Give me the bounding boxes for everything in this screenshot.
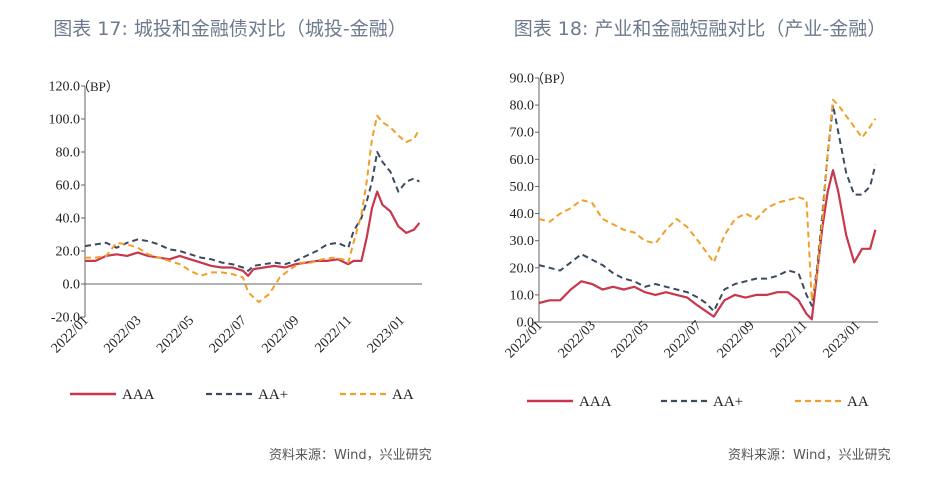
y-tick-label: 0.0 — [63, 278, 81, 293]
unit-label: （BP） — [77, 79, 119, 94]
legend: AAA AA+ AA — [70, 387, 414, 403]
x-tick-label: 2022/11 — [768, 318, 811, 361]
y-tick-label: 80.0 — [510, 99, 535, 114]
x-tick-label: 2022/07 — [662, 318, 705, 361]
source-note: 资料来源：Wind，兴业研究 — [728, 448, 891, 463]
source-note: 资料来源：Wind，兴业研究 — [269, 448, 432, 463]
x-tick-label: 2023/01 — [821, 318, 864, 361]
series-line-aa-plus — [538, 104, 877, 313]
y-tick-label: 60.0 — [56, 179, 81, 194]
x-tick-label: 2022/05 — [609, 318, 652, 361]
x-tick-label: 2022/09 — [715, 318, 758, 361]
x-tick-label: 2022/03 — [556, 318, 599, 361]
series-line-aa-plus — [84, 151, 420, 272]
x-tick-label: 2022/11 — [312, 313, 355, 356]
legend-label: AA — [392, 387, 414, 403]
chart-title: 图表 18: 产业和金融短融对比（产业-金融） — [513, 18, 887, 40]
x-tick-label: 2022/07 — [207, 313, 250, 356]
y-tick-label: 100.0 — [49, 113, 81, 128]
line-chart-industrial-vs-financial: 90.0 80.0 70.0 60.0 50.0 40.0 30.0 20.0 10.0 0.0 （… — [503, 71, 878, 410]
chart-title: 图表 17: 城投和金融债对比（城投-金融） — [53, 18, 407, 40]
series-line-aaa — [538, 169, 877, 321]
line-chart-city-investment-vs-financial: 120.0 100.0 80.0 60.0 40.0 20.0 0.0 -20.0 （BP） 20… — [49, 79, 422, 403]
series-line-aaa — [85, 190, 421, 277]
y-tick-label: -20.0 — [51, 311, 80, 326]
x-tick-label: 2023/01 — [365, 313, 408, 356]
legend-label: AA — [847, 394, 869, 410]
y-tick-label: 70.0 — [510, 126, 535, 141]
y-tick-label: 40.0 — [56, 212, 81, 227]
unit-label: （BP） — [531, 71, 573, 86]
plot-area: 90.0 80.0 70.0 60.0 50.0 40.0 30.0 20.0 10.0 0.0 （… — [503, 71, 878, 361]
legend-label: AAA — [579, 394, 612, 410]
y-tick-label: 80.0 — [56, 146, 81, 161]
y-tick-label: 40.0 — [510, 207, 535, 222]
chart-panel-right: 图表 18: 产业和金融短融对比（产业-金融） 90.0 80.0 70.0 60.0… — [470, 0, 930, 480]
legend: AAA AA+ AA — [527, 394, 869, 410]
y-tick-label: 120.0 — [49, 80, 81, 95]
y-tick-label: 10.0 — [510, 288, 535, 303]
series-line-aa — [85, 114, 421, 304]
y-tick-label: 30.0 — [510, 234, 535, 249]
y-tick-label: 20.0 — [510, 261, 535, 276]
series-line-aa — [538, 98, 877, 302]
y-tick-label: 20.0 — [56, 245, 81, 260]
y-tick-label: 90.0 — [510, 72, 535, 87]
legend-label: AA+ — [258, 387, 288, 403]
y-tick-label: 60.0 — [510, 153, 535, 168]
x-tick-label: 2022/03 — [101, 313, 144, 356]
plot-area: 120.0 100.0 80.0 60.0 40.0 20.0 0.0 -20.0 （BP） 20… — [49, 79, 422, 356]
chart-panel-left: 图表 17: 城投和金融债对比（城投-金融） 120.0 100.0 80.0 60.… — [0, 0, 460, 480]
y-tick-label: 0.0 — [517, 316, 535, 331]
x-tick-label: 2022/09 — [259, 313, 302, 356]
x-tick-label: 2022/05 — [154, 313, 197, 356]
y-tick-label: 50.0 — [510, 180, 535, 195]
legend-label: AA+ — [713, 394, 743, 410]
legend-label: AAA — [122, 387, 155, 403]
